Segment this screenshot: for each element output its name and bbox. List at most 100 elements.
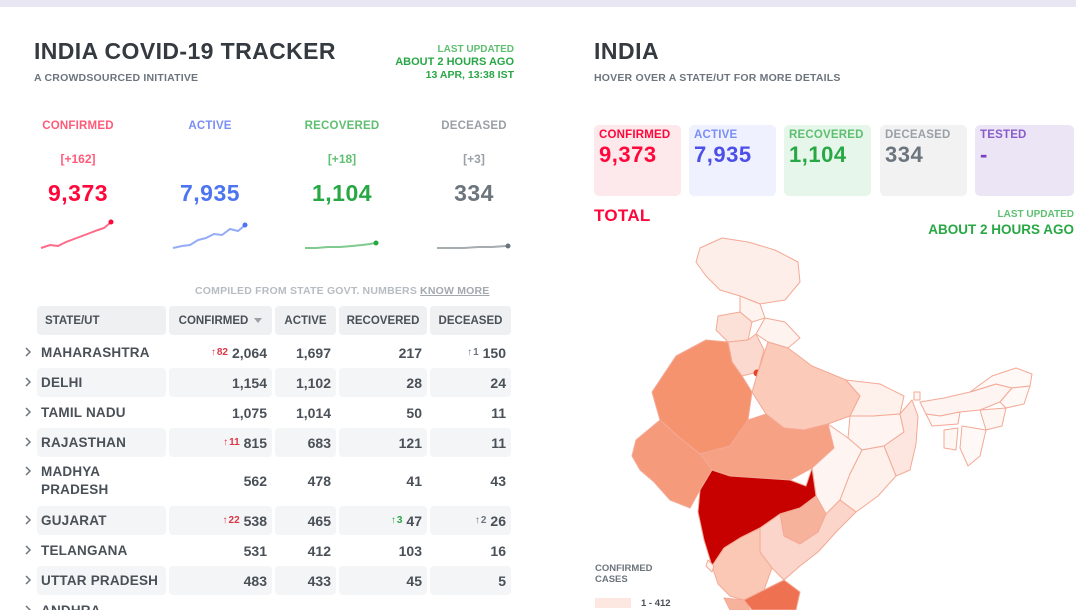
confirmed-cell: 1,154 <box>169 368 272 397</box>
confirmed-cell <box>169 596 272 610</box>
chevron-right-icon[interactable] <box>23 436 33 448</box>
legend-range: 1 - 412 <box>641 598 671 609</box>
chevron-right-icon[interactable] <box>23 346 33 358</box>
recovered-cell: 45 <box>339 566 427 595</box>
page-subtitle: A CROWDSOURCED INITIATIVE <box>34 72 199 84</box>
level-label: DECEASED <box>441 120 507 132</box>
state-name[interactable]: RAJASTHAN <box>37 428 166 457</box>
map-state-west-bengal <box>883 399 919 477</box>
level-value: 334 <box>454 180 494 206</box>
active-cell: 683 <box>275 428 336 457</box>
map-state-nagaland <box>999 385 1031 409</box>
column-header-active[interactable]: ACTIVE <box>275 306 336 335</box>
state-name[interactable]: MAHARASHTRA <box>41 344 150 360</box>
active-cell: 478 <box>307 472 331 489</box>
recovered-cell: 217 <box>398 344 422 361</box>
chevron-right-icon[interactable] <box>23 465 33 477</box>
level-delta <box>144 152 276 166</box>
active-cell: 1,014 <box>295 404 331 421</box>
active-cell <box>275 596 336 610</box>
deceased-cell: 43 <box>490 472 506 489</box>
chevron-right-icon[interactable] <box>23 574 33 586</box>
legend-swatch <box>595 598 631 608</box>
map-last-updated-label: LAST UPDATED <box>997 209 1074 220</box>
deceased-cell: ↑ 2 26 <box>430 506 511 535</box>
deceased-cell: 11 <box>430 428 511 457</box>
column-header-state[interactable]: STATE/UT <box>37 306 166 335</box>
active-cell: 1,102 <box>275 368 336 397</box>
level-confirmed: CONFIRMED [+162] 9,373 <box>12 120 144 251</box>
map-region-label: TOTAL <box>594 206 651 225</box>
map-stat-label: CONFIRMED <box>599 129 671 141</box>
india-choropleth-map[interactable] <box>594 230 1054 610</box>
map-state-goa <box>705 559 715 573</box>
map-state-arunachal <box>969 367 1033 393</box>
level-deceased: DECEASED [+3] 334 <box>408 120 540 251</box>
map-stat-confirmed: CONFIRMED 9,373 <box>594 125 681 196</box>
recovered-cell: 41 <box>406 472 422 489</box>
table-row[interactable]: ANDHRA <box>0 596 520 610</box>
map-state-himachal <box>739 295 766 323</box>
state-name[interactable]: DELHI <box>37 368 166 397</box>
table-row[interactable]: DELHI 1,154 1,102 28 24 <box>0 368 520 397</box>
confirmed-cell: 531 <box>243 542 267 559</box>
arrow-up-icon: ↑ <box>223 437 229 448</box>
table-row[interactable]: MAHARASHTRA ↑ 82 2,064 1,697 217 ↑ 1 150 <box>0 338 520 367</box>
level-value: 1,104 <box>311 180 373 206</box>
arrow-up-icon: ↑ <box>210 347 216 358</box>
chevron-right-icon[interactable] <box>23 544 33 556</box>
deceased-cell: 24 <box>430 368 511 397</box>
map-stat-tested: TESTED - <box>975 125 1074 196</box>
map-stat-label: RECOVERED <box>789 129 864 141</box>
compiled-text: COMPILED FROM STATE GOVT. NUMBERS <box>195 285 418 297</box>
recovered-cell: 121 <box>339 428 427 457</box>
map-state-karnataka <box>711 527 773 601</box>
top-bar <box>0 0 1076 7</box>
recovered-cell: 50 <box>406 404 422 421</box>
active-cell: 412 <box>307 542 331 559</box>
column-header-recovered[interactable]: RECOVERED <box>339 306 427 335</box>
last-updated-label: LAST UPDATED <box>437 44 514 55</box>
delta-increment: ↑ 22 <box>222 515 240 526</box>
state-name[interactable]: TAMIL NADU <box>41 404 126 420</box>
chevron-right-icon[interactable] <box>23 514 33 526</box>
chevron-right-icon[interactable] <box>23 604 33 610</box>
table-row[interactable]: TELANGANA 531 412 103 16 <box>0 536 520 565</box>
active-sparkline <box>172 222 248 249</box>
table-row[interactable]: GUJARAT ↑ 22 538 465 ↑ 3 47 ↑ 2 26 <box>0 506 520 535</box>
state-name[interactable]: MADHYA PRADESH <box>41 463 109 497</box>
confirmed-cell: 483 <box>169 566 272 595</box>
deceased-cell: 11 <box>491 404 506 421</box>
map-title: INDIA <box>594 38 660 64</box>
level-value: 7,935 <box>179 180 241 206</box>
delta-increment: ↑ 3 <box>390 515 403 526</box>
confirmed-cell: ↑ 11 815 <box>169 428 272 457</box>
state-name[interactable]: GUJARAT <box>37 506 166 535</box>
legend-title-line2: CASES <box>595 574 628 585</box>
recovered-cell: 103 <box>398 542 422 559</box>
state-name[interactable]: UTTAR PRADESH <box>37 566 166 595</box>
delta-increment: ↑ 82 <box>210 347 228 358</box>
table-row[interactable]: UTTAR PRADESH 483 433 45 5 <box>0 566 520 595</box>
know-more-link[interactable]: KNOW MORE <box>420 285 490 297</box>
column-header-confirmed[interactable]: CONFIRMED <box>169 306 272 335</box>
map-state-manipur <box>979 407 1007 431</box>
map-last-updated: LAST UPDATED ABOUT 2 HOURS AGO <box>928 209 1074 237</box>
chevron-right-icon[interactable] <box>23 376 33 388</box>
confirmed-cell: 1,075 <box>231 404 267 421</box>
table-row[interactable]: TAMIL NADU 1,075 1,014 50 11 <box>0 398 520 427</box>
page-title: INDIA COVID-19 TRACKER <box>34 38 336 64</box>
map-state-andhra-pradesh <box>759 499 857 581</box>
level-delta: [+3] <box>463 152 485 166</box>
state-name[interactable]: TELANGANA <box>41 542 128 558</box>
confirmed-cell: ↑ 22 538 <box>169 506 272 535</box>
active-cell: 1,697 <box>295 344 331 361</box>
table-row[interactable]: MADHYA PRADESH 562 478 41 43 <box>0 458 520 503</box>
map-stat-label: DECEASED <box>885 129 951 141</box>
table-row[interactable]: RAJASTHAN ↑ 11 815 683 121 11 <box>0 428 520 457</box>
chevron-right-icon[interactable] <box>23 406 33 418</box>
confirmed-sparkline <box>40 219 114 249</box>
recovered-cell: 28 <box>339 368 427 397</box>
column-header-deceased[interactable]: DECEASED <box>430 306 511 335</box>
state-name[interactable]: ANDHRA <box>41 602 101 610</box>
